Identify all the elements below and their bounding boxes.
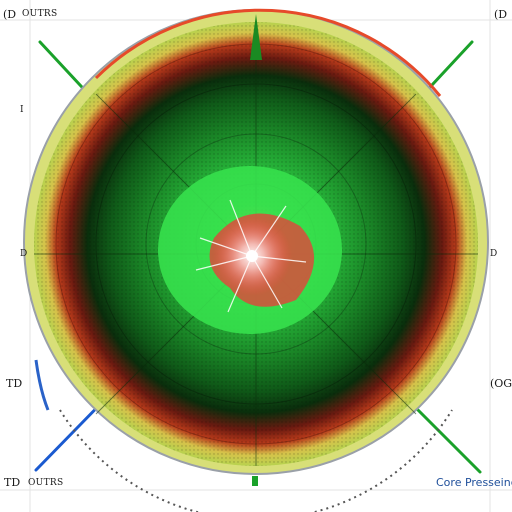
mid-left-mark-2: D	[20, 249, 28, 259]
mid-left-mark: I	[20, 105, 24, 115]
top-left-text: OUTRS	[22, 9, 58, 19]
mid-right-mark: D	[490, 249, 498, 259]
bottom-marker	[252, 476, 258, 486]
bottom-left-code-2: TD	[4, 476, 21, 489]
starburst	[195, 199, 307, 313]
bottom-right-code: (OG	[490, 377, 512, 390]
brand-text: Core Presseing	[436, 476, 512, 489]
center-point	[246, 250, 258, 262]
rim-arc-red	[94, 8, 442, 97]
bottom-left-text: OUTRS	[28, 478, 64, 488]
bottom-left-code: TD	[6, 377, 23, 390]
top-right-code: (D	[494, 8, 508, 21]
top-left-code: (D	[3, 8, 17, 21]
top-spike	[250, 14, 262, 60]
left-blue-accent	[34, 359, 50, 411]
